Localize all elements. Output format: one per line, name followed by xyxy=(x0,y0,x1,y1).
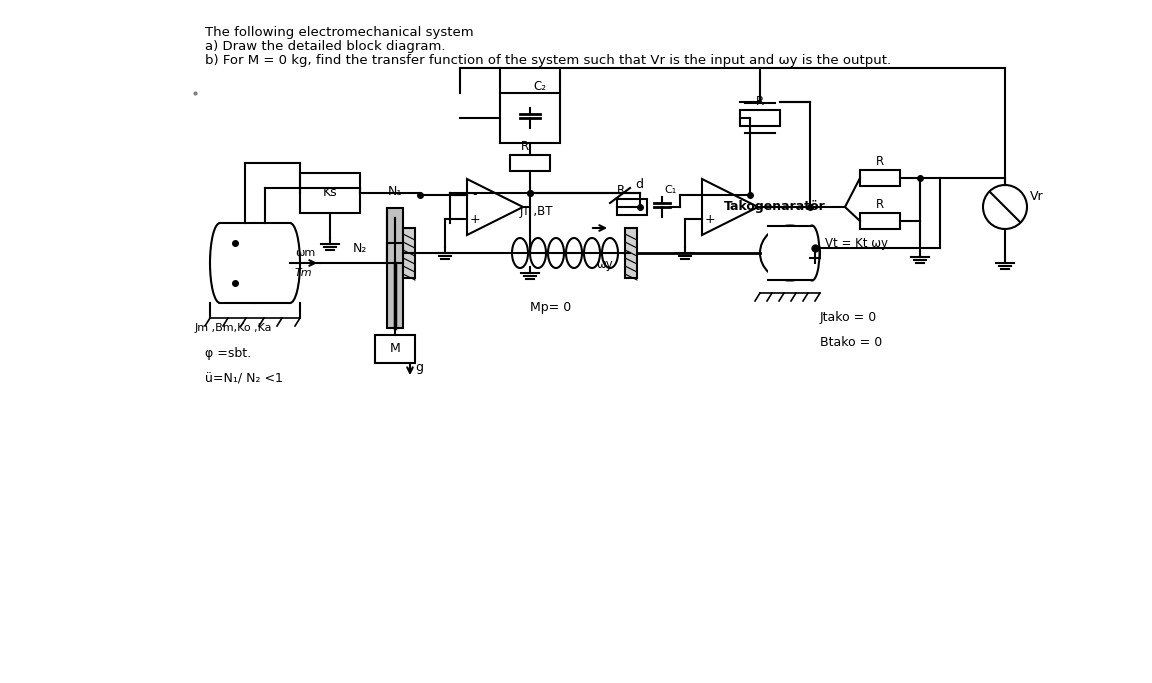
Ellipse shape xyxy=(210,223,230,303)
Text: R: R xyxy=(876,155,884,168)
Bar xyxy=(510,155,550,171)
Bar xyxy=(617,199,647,215)
Text: +: + xyxy=(705,213,715,226)
Bar xyxy=(861,213,900,229)
Ellipse shape xyxy=(760,225,820,281)
Text: Ks: Ks xyxy=(323,186,338,199)
Text: +: + xyxy=(470,213,480,226)
Bar xyxy=(740,110,780,126)
Text: Vt = Kt ωy: Vt = Kt ωy xyxy=(825,236,888,249)
Bar xyxy=(376,335,415,363)
Ellipse shape xyxy=(280,223,300,303)
Circle shape xyxy=(983,185,1026,229)
Text: -: - xyxy=(707,188,712,201)
Bar xyxy=(387,208,403,328)
Bar xyxy=(500,93,560,143)
Text: ωm: ωm xyxy=(295,248,316,258)
Text: g: g xyxy=(415,361,423,374)
Text: C₁: C₁ xyxy=(664,185,676,195)
Bar xyxy=(768,226,812,280)
Text: ωy: ωy xyxy=(597,258,613,271)
Polygon shape xyxy=(467,179,523,235)
Text: Jtako = 0: Jtako = 0 xyxy=(820,311,878,324)
Text: ü=N₁/ N₂ <1: ü=N₁/ N₂ <1 xyxy=(205,372,283,385)
Text: M: M xyxy=(389,342,401,355)
Text: Jm ,Bm,Ko ,Ka: Jm ,Bm,Ko ,Ka xyxy=(195,323,273,333)
Text: Mp= 0: Mp= 0 xyxy=(530,301,571,314)
Text: Takogenaratör: Takogenaratör xyxy=(725,200,826,213)
Text: N₂: N₂ xyxy=(353,242,367,255)
Text: JT ,BT: JT ,BT xyxy=(520,205,553,218)
Bar xyxy=(300,173,359,213)
Text: d: d xyxy=(635,178,643,191)
Text: φ =sbt.: φ =sbt. xyxy=(205,346,251,359)
Bar xyxy=(626,228,637,278)
Text: Vr: Vr xyxy=(1030,191,1044,204)
Text: R: R xyxy=(617,184,626,197)
Text: Tm: Tm xyxy=(295,268,312,278)
Polygon shape xyxy=(702,179,758,235)
Bar xyxy=(220,223,290,303)
Bar xyxy=(387,243,403,263)
Ellipse shape xyxy=(210,223,300,303)
Text: N₁: N₁ xyxy=(388,185,402,198)
Text: C₂: C₂ xyxy=(533,80,546,93)
Text: Btako = 0: Btako = 0 xyxy=(820,337,882,350)
Text: b) For M = 0 kg, find the transfer function of the system such that Vr is the in: b) For M = 0 kg, find the transfer funct… xyxy=(205,54,892,67)
Text: -: - xyxy=(472,188,477,201)
Text: R: R xyxy=(876,198,884,211)
Text: The following electromechanical system: The following electromechanical system xyxy=(205,26,473,39)
Bar xyxy=(403,228,415,278)
Text: a) Draw the detailed block diagram.: a) Draw the detailed block diagram. xyxy=(205,40,446,53)
Text: R: R xyxy=(521,140,529,153)
Ellipse shape xyxy=(804,225,819,281)
Text: R: R xyxy=(756,95,764,108)
Bar xyxy=(861,170,900,186)
